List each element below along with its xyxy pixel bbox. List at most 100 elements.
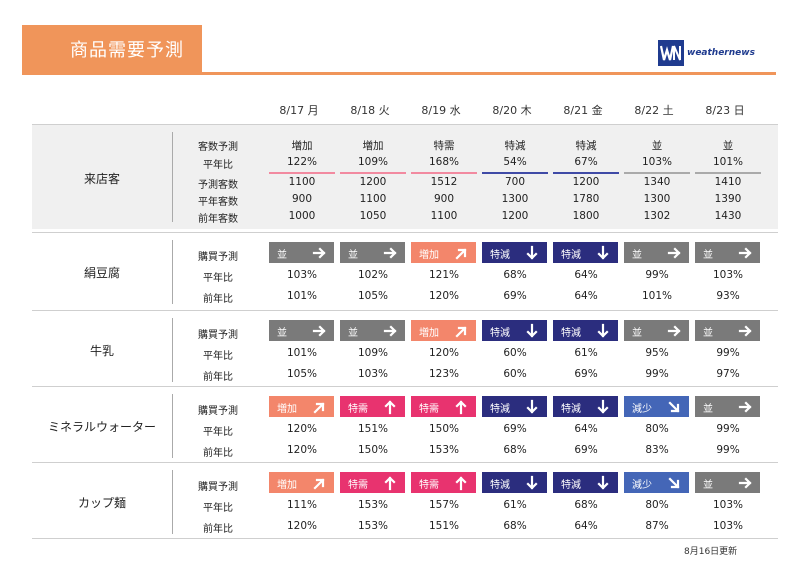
vs-normal-cell: 120%: [428, 347, 460, 359]
badge-label: 並: [703, 480, 713, 491]
column-divider: [172, 240, 173, 304]
vs-last-cell: 99%: [716, 444, 740, 456]
visitor-cell: 700: [504, 176, 526, 188]
badge-label: 特減: [561, 404, 581, 415]
vs-last-cell: 93%: [716, 290, 740, 302]
badge-label: 特減: [561, 480, 581, 491]
visitor-cell: 1430: [714, 210, 742, 222]
arrow-right-icon: [667, 325, 681, 337]
arrow-down-icon: [526, 399, 538, 414]
vs-last-cell: 87%: [645, 520, 669, 532]
vs-last-cell: 103%: [357, 368, 389, 380]
vs-last-cell: 153%: [428, 444, 460, 456]
trend-underline: [553, 172, 619, 174]
arrow-down-icon: [597, 399, 609, 414]
vs-last-cell: 103%: [712, 520, 744, 532]
purchase-forecast-badge: 並: [340, 242, 405, 263]
purchase-forecast-badge: 並: [340, 320, 405, 341]
wni-logo-icon: [658, 40, 684, 66]
purchase-forecast-badge: 並: [624, 242, 689, 263]
purchase-forecast-badge: 特需: [411, 396, 476, 417]
badge-label: 特減: [561, 250, 581, 261]
vs-normal-cell: 111%: [286, 499, 318, 511]
visitor-cell: 1390: [714, 193, 742, 205]
purchase-forecast-badge: 特減: [482, 320, 547, 341]
vs-last-cell: 60%: [503, 368, 527, 380]
visitor-cell: 900: [433, 193, 455, 205]
date-header: 8/18 火: [350, 104, 390, 117]
vs-normal-cell: 150%: [428, 423, 460, 435]
vs-normal-cell: 68%: [574, 499, 598, 511]
visitor-cell: 1200: [501, 210, 529, 222]
row-label: 客数予測: [198, 142, 238, 153]
vs-last-cell: 120%: [286, 520, 318, 532]
arrow-down-right-icon: [668, 401, 680, 413]
vs-last-cell: 101%: [286, 290, 318, 302]
vs-normal-cell: 151%: [357, 423, 389, 435]
vs-last-cell: 120%: [428, 290, 460, 302]
vs-last-cell: 64%: [574, 290, 598, 302]
visitor-cell: 増加: [291, 140, 313, 152]
date-header: 8/19 水: [421, 104, 461, 117]
logo-text: weathernews: [687, 48, 755, 58]
purchase-forecast-badge: 特減: [553, 242, 618, 263]
vs-normal-cell: 80%: [645, 499, 669, 511]
visitor-cell: 特減: [575, 140, 597, 152]
arrow-up-right-icon: [455, 326, 467, 338]
date-header: 8/21 金: [563, 104, 603, 117]
arrow-down-icon: [526, 475, 538, 490]
arrow-right-icon: [738, 401, 752, 413]
arrow-up-icon: [384, 476, 396, 491]
column-divider: [172, 470, 173, 534]
arrow-up-icon: [455, 400, 467, 415]
arrow-up-right-icon: [455, 248, 467, 260]
badge-label: 特減: [490, 404, 510, 415]
category-label-product: ミネラルウォーター: [47, 420, 156, 434]
arrow-up-icon: [384, 400, 396, 415]
visitor-cell: 1302: [643, 210, 671, 222]
vs-normal-cell: 95%: [645, 347, 669, 359]
visitor-cell: 122%: [286, 156, 318, 168]
category-label-product: 絹豆腐: [83, 266, 120, 280]
date-header: 8/20 木: [492, 104, 532, 117]
vs-last-cell: 83%: [645, 444, 669, 456]
vs-last-cell: 101%: [641, 290, 673, 302]
purchase-forecast-badge: 特減: [482, 472, 547, 493]
title-rule: [22, 72, 776, 75]
section-divider: [32, 462, 778, 463]
purchase-forecast-badge: 特減: [553, 320, 618, 341]
visitor-cell: 1100: [430, 210, 458, 222]
row-label: 予測客数: [198, 180, 238, 191]
vs-normal-cell: 103%: [712, 269, 744, 281]
row-label: 前年客数: [198, 214, 238, 225]
section-divider: [32, 232, 778, 233]
badge-label: 増加: [419, 328, 439, 339]
arrow-down-icon: [597, 475, 609, 490]
vs-normal-cell: 61%: [503, 499, 527, 511]
visitor-cell: 1300: [501, 193, 529, 205]
purchase-forecast-badge: 特需: [340, 472, 405, 493]
badge-label: 並: [348, 328, 358, 339]
badge-label: 特需: [419, 404, 439, 415]
trend-underline: [695, 172, 761, 174]
trend-underline: [482, 172, 548, 174]
column-divider: [172, 394, 173, 458]
badge-label: 並: [703, 250, 713, 261]
weathernews-logo: weathernews: [658, 40, 755, 66]
vs-normal-cell: 99%: [645, 269, 669, 281]
badge-label: 並: [632, 328, 642, 339]
row-label: 平年比: [203, 160, 233, 171]
purchase-forecast-badge: 減少: [624, 472, 689, 493]
vs-normal-cell: 99%: [716, 423, 740, 435]
arrow-right-icon: [312, 247, 326, 259]
visitor-cell: 並: [651, 140, 663, 152]
vs-normal-cell: 157%: [428, 499, 460, 511]
row-label: 購買予測: [198, 482, 238, 493]
badge-label: 並: [277, 328, 287, 339]
badge-label: 並: [348, 250, 358, 261]
row-label: 購買予測: [198, 252, 238, 263]
vs-last-cell: 105%: [357, 290, 389, 302]
arrow-right-icon: [738, 247, 752, 259]
vs-last-cell: 69%: [574, 368, 598, 380]
trend-underline: [269, 172, 335, 174]
